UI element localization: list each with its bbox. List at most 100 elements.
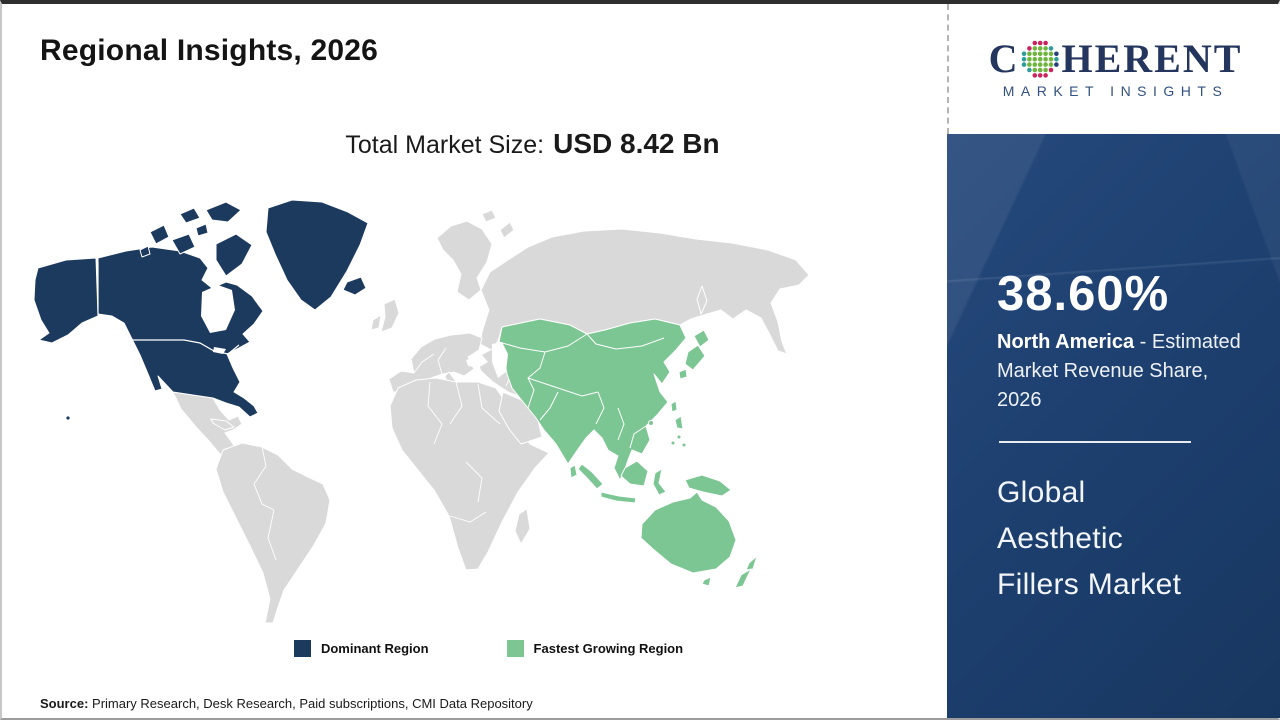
legend-item-dominant: Dominant Region <box>293 640 429 657</box>
region-australia <box>640 491 737 574</box>
region-tasmania <box>701 576 712 587</box>
region-new-guinea <box>684 474 732 497</box>
market-name-line: Global <box>997 476 1086 509</box>
region-taiwan <box>670 400 678 413</box>
region-north-america-group <box>33 199 369 420</box>
border-line <box>527 377 599 397</box>
share-description-text: - Estimated Market Revenue Share, 2026 <box>997 331 1241 411</box>
brand-logo: C HERENT MARKET INSIGHTS <box>947 4 1280 134</box>
region-philippines <box>670 440 676 446</box>
source-line: Source: Primary Research, Desk Research,… <box>40 696 533 711</box>
region-baffin-island <box>215 233 253 277</box>
page-title: Regional Insights, 2026 <box>40 34 379 67</box>
brand-logo-row: C HERENT <box>989 39 1243 79</box>
region-madagascar <box>514 508 531 545</box>
source-label: Source: <box>40 696 89 711</box>
region-uk <box>380 298 400 333</box>
market-name-line: Fillers Market <box>997 568 1182 601</box>
border-line <box>449 511 487 523</box>
region-new-zealand <box>734 568 752 589</box>
market-share-value: 38.60% <box>997 267 1170 321</box>
region-novaya-zemlya <box>499 221 515 239</box>
region-japan <box>693 329 710 348</box>
border-line <box>629 425 647 449</box>
region-arctic-island <box>195 223 209 237</box>
region-iceland <box>342 276 367 296</box>
border-line <box>437 347 447 375</box>
region-sulawesi <box>652 468 667 496</box>
stats-panel: 38.60% North America - Estimated Market … <box>947 134 1280 718</box>
region-asia-pacific-group <box>498 318 758 589</box>
region-java <box>600 491 637 504</box>
border-line <box>586 333 665 350</box>
region-other-landmasses <box>172 209 810 624</box>
border-line <box>427 381 443 445</box>
region-asia-mainland <box>498 318 687 481</box>
gray-country-borders <box>253 347 513 561</box>
region-arctic-island <box>139 245 151 258</box>
infographic-main-area: Regional Insights, 2026 Total Market Siz… <box>2 4 947 718</box>
black-sea <box>466 355 488 368</box>
region-name: North America <box>997 331 1135 353</box>
region-arctic-island <box>179 207 201 224</box>
border-line <box>449 381 463 425</box>
border-line <box>465 461 483 503</box>
north-america-details <box>97 262 240 355</box>
logo-tagline: MARKET INSIGHTS <box>1002 83 1229 99</box>
region-south-america <box>215 442 331 624</box>
source-text: Primary Research, Desk Research, Paid su… <box>88 696 533 711</box>
region-canada-usa <box>97 246 264 418</box>
green-country-borders <box>498 333 665 449</box>
region-svalbard <box>481 209 497 223</box>
region-philippines <box>674 415 684 430</box>
region-japan-kyushu <box>678 368 688 380</box>
total-market-size-label: Total Market Size: <box>345 131 545 159</box>
legend-item-fastest: Fastest Growing Region <box>506 640 684 657</box>
world-choropleth-svg <box>33 199 810 624</box>
total-market-size-value: USD 8.42 Bn <box>553 128 720 159</box>
border-line <box>253 446 275 511</box>
border-line <box>595 391 605 425</box>
market-name-line: Aesthetic <box>997 522 1124 555</box>
great-lakes <box>213 347 226 354</box>
region-sumatra <box>577 463 604 490</box>
border-line <box>267 509 277 561</box>
border-line <box>477 383 501 425</box>
caspian-sea <box>492 342 508 378</box>
market-share-description: North America - Estimated Market Revenue… <box>997 328 1249 415</box>
region-new-zealand <box>745 555 758 571</box>
dominant-region-swatch <box>293 640 311 657</box>
region-banks-island <box>149 224 170 245</box>
logo-word-rest: HERENT <box>1061 36 1243 81</box>
region-ireland <box>370 314 382 331</box>
right-panel: C HERENT MARKET INSIGHTS 38.60% North Am… <box>947 4 1280 718</box>
region-cuba <box>210 418 235 431</box>
border-line <box>539 391 559 421</box>
region-borneo <box>620 460 649 487</box>
dominant-region-label: Dominant Region <box>320 641 429 656</box>
inland-seas <box>466 342 508 378</box>
market-name: Global Aesthetic Fillers Market <box>997 470 1181 608</box>
map-legend: Dominant Region Fastest Growing Region <box>16 640 961 657</box>
usa-canada-border <box>130 339 240 355</box>
border-line <box>413 353 435 374</box>
region-philippines <box>676 434 682 440</box>
region-japan <box>684 344 706 371</box>
region-hainan <box>648 420 654 426</box>
region-victoria-island <box>171 233 196 255</box>
region-europe <box>388 332 483 393</box>
region-sri-lanka <box>569 464 578 479</box>
region-greenland <box>265 199 369 311</box>
region-hawaii <box>66 416 70 420</box>
region-philippines <box>681 442 687 448</box>
border-line <box>617 407 625 441</box>
fastest-region-swatch <box>506 640 524 657</box>
dotted-globe-icon <box>1022 40 1060 78</box>
fastest-region-label: Fastest Growing Region <box>533 641 684 656</box>
logo-letter-c: C <box>988 36 1020 81</box>
region-ellesmere-island <box>205 201 242 223</box>
panel-divider <box>999 441 1191 443</box>
globe-dots <box>1022 40 1060 78</box>
hudson-bay <box>201 285 235 333</box>
world-map <box>30 192 822 624</box>
